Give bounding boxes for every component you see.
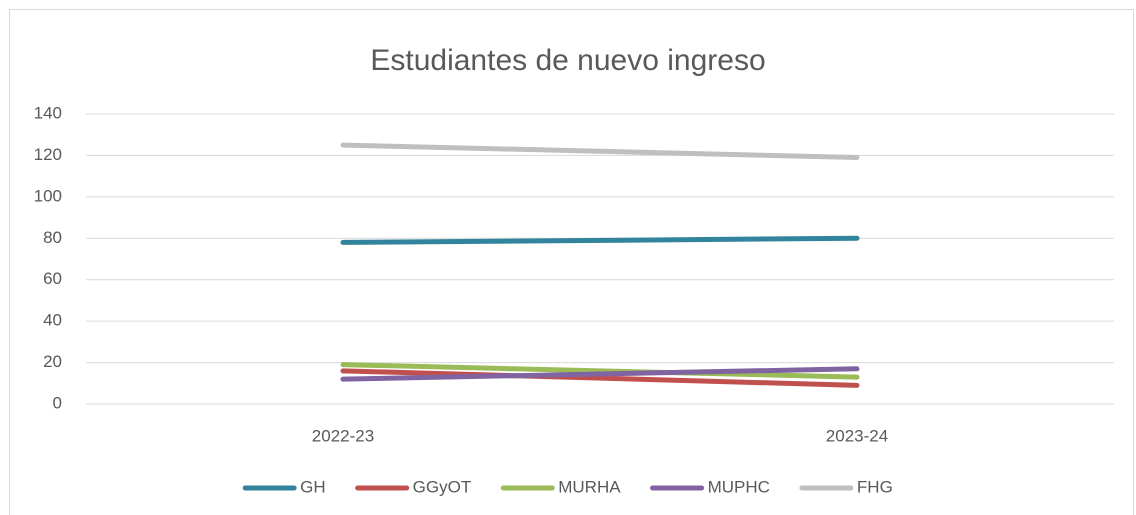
y-tick-label: 100 [34, 186, 62, 205]
y-tick-label: 20 [43, 352, 62, 371]
legend-label: MURHA [558, 477, 621, 496]
chart-title: Estudiantes de nuevo ingreso [370, 44, 765, 77]
chart-border [9, 9, 1134, 515]
line-series [340, 366, 860, 382]
legend-label: MUPHC [708, 477, 770, 496]
x-tick-label: 2023-24 [826, 426, 888, 445]
line-series [340, 362, 860, 380]
y-tick-label: 40 [43, 311, 62, 330]
y-tick-label: 60 [43, 269, 62, 288]
y-tick-label: 80 [43, 228, 62, 247]
legend-label: FHG [857, 477, 893, 496]
line-series [340, 368, 860, 388]
line-series [340, 142, 860, 160]
y-tick-label: 0 [53, 393, 62, 412]
legend-label: GH [300, 477, 326, 496]
line-series [340, 235, 860, 245]
y-tick-label: 120 [34, 145, 62, 164]
legend-label: GGyOT [413, 477, 472, 496]
x-tick-label: 2022-23 [312, 426, 374, 445]
y-tick-label: 140 [34, 103, 62, 122]
